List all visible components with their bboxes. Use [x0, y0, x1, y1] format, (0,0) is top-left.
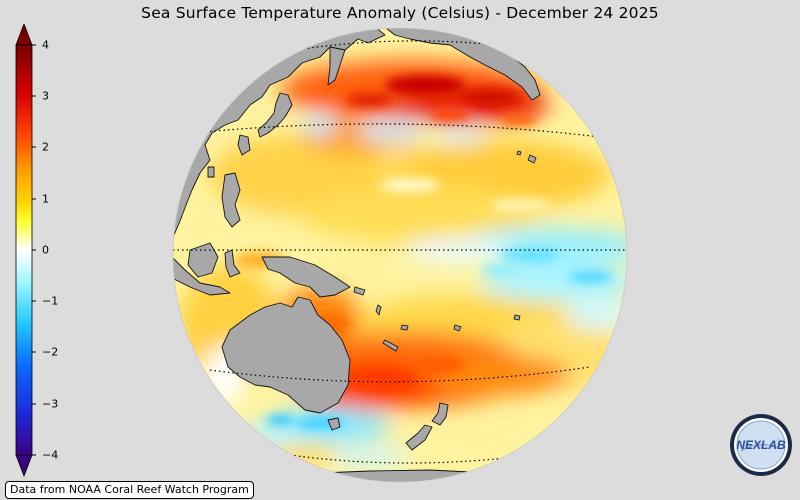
taiwan-landmass [207, 166, 215, 178]
colorbar-tick-label: −1 [42, 294, 59, 308]
kamchatka-landmass [327, 46, 346, 86]
australia-landmass [221, 296, 351, 414]
colorbar-tick-label: 0 [42, 243, 49, 257]
solomon-islands-landmass [353, 286, 366, 296]
colorbar-tick-label: 3 [42, 89, 49, 103]
colorbar-tick-label: −2 [42, 345, 59, 359]
colorbar [15, 24, 36, 478]
graticule-60s [289, 454, 516, 464]
philippines-landmass [221, 172, 241, 228]
samoa-landmass [453, 324, 462, 332]
graticule-60n [289, 40, 516, 52]
korea-landmass [237, 134, 251, 156]
colorbar-gradient [15, 44, 33, 456]
colorbar-tick-label: 2 [42, 140, 49, 154]
new-zealand-south-landmass [405, 424, 433, 451]
new-caledonia-landmass [382, 339, 399, 352]
colorbar-tick-label: −3 [42, 397, 59, 411]
sumatra-java-landmass [173, 254, 231, 296]
anomaly-field [180, 60, 627, 475]
vanuatu-landmass [375, 304, 382, 316]
map-title: Sea Surface Temperature Anomaly (Celsius… [141, 4, 659, 22]
graticule-30s [209, 366, 591, 383]
sst-anomaly-globe [172, 27, 628, 483]
data-credit: Data from NOAA Coral Reef Watch Program [5, 481, 254, 499]
new-zealand-north-landmass [431, 402, 449, 426]
hawaii-landmass [527, 154, 537, 164]
colorbar-extend-min [15, 454, 33, 478]
nexlab-logo[interactable] [729, 413, 793, 477]
colorbar-tick-label: 1 [42, 192, 49, 206]
colorbar-extend-max [15, 24, 33, 46]
japan-landmass [257, 92, 293, 138]
hawaii-small-landmass [516, 150, 522, 156]
new-guinea-landmass [261, 256, 351, 298]
colorbar-tick-label: −4 [42, 448, 59, 462]
fiji-landmass [400, 324, 409, 331]
globe-outline [172, 27, 628, 483]
antarctica-landmass [309, 469, 551, 482]
tahiti-landmass [513, 314, 521, 321]
tasmania-landmass [327, 417, 341, 431]
colorbar-tick-label: 4 [42, 38, 49, 52]
borneo-landmass [187, 242, 219, 278]
